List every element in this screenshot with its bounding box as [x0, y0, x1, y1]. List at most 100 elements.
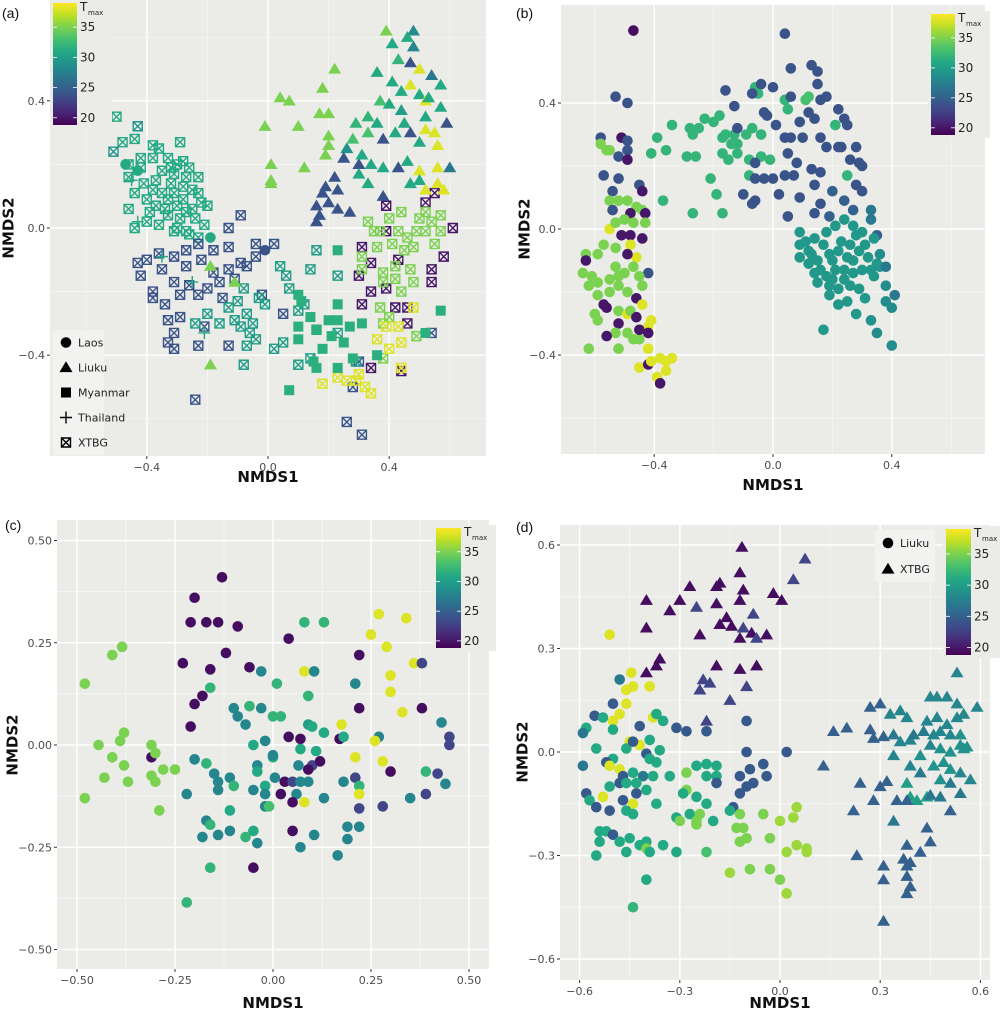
point-triangle	[313, 107, 327, 119]
point-triangle	[352, 167, 366, 179]
point-circle	[625, 239, 636, 251]
point-square	[338, 337, 349, 348]
point-triangle	[282, 94, 296, 106]
colorbar-tick-label: 35	[974, 547, 989, 561]
point-circle	[150, 776, 161, 788]
y-tick-label: 0.0	[538, 746, 556, 759]
point-boxed-x	[380, 200, 392, 211]
point-circle	[342, 833, 353, 845]
point-triangle	[937, 756, 951, 767]
point-square	[293, 289, 304, 300]
point-triangle	[746, 607, 760, 619]
point-circle	[338, 776, 349, 788]
point-circle	[732, 148, 743, 159]
point-boxed-x	[180, 260, 192, 272]
point-circle	[644, 846, 656, 858]
point-triangle	[867, 794, 881, 805]
point-triangle	[826, 725, 840, 736]
point-circle	[613, 173, 624, 184]
point-square	[420, 327, 431, 338]
point-circle	[741, 746, 752, 758]
point-boxed-x	[244, 327, 256, 339]
point-circle	[841, 296, 853, 307]
point-cross	[198, 326, 211, 339]
point-triangle	[890, 794, 904, 805]
point-triangle	[930, 711, 944, 723]
point-circle	[295, 743, 306, 755]
point-boxed-x	[214, 318, 225, 329]
point-boxed-x	[135, 270, 146, 281]
point-circle	[420, 788, 432, 800]
point-boxed-x	[311, 245, 322, 256]
point-cross	[186, 276, 199, 289]
point-triangle	[877, 859, 891, 871]
point-triangle	[736, 583, 750, 595]
colorbar-title: T	[463, 525, 472, 539]
point-circle	[336, 719, 347, 730]
point-circle	[631, 252, 642, 263]
point-boxed-x	[180, 245, 192, 256]
point-circle	[263, 801, 275, 812]
point-circle	[774, 874, 786, 885]
point-square	[317, 343, 328, 354]
point-triangle	[953, 787, 967, 799]
point-boxed-x	[380, 321, 392, 332]
point-circle	[838, 264, 850, 276]
point-triangle	[297, 161, 311, 173]
colorbar-tick-label: 30	[958, 61, 973, 75]
point-circle	[616, 230, 627, 241]
point-triangle	[412, 62, 427, 74]
panel-label: (b)	[516, 5, 533, 21]
series-xtbg	[108, 111, 459, 440]
point-circle	[781, 888, 792, 899]
point-boxed-x	[387, 238, 398, 250]
point-circle	[436, 717, 447, 728]
point-circle	[204, 682, 216, 694]
point-circle	[711, 777, 722, 789]
point-boxed-x	[174, 289, 186, 300]
point-triangle	[913, 845, 927, 857]
point-boxed-x	[147, 184, 159, 196]
point-circle	[404, 792, 416, 804]
legend-label: XTBG	[900, 563, 930, 576]
point-circle	[666, 119, 678, 131]
point-circle	[755, 129, 767, 140]
point-triangle	[228, 275, 242, 287]
point-circle	[271, 678, 283, 689]
x-tick-label: −0.4	[641, 459, 668, 472]
point-boxed-x	[180, 171, 192, 183]
point-circle	[850, 141, 862, 153]
point-boxed-x	[193, 289, 204, 300]
point-circle	[874, 248, 886, 260]
point-triangle	[760, 628, 774, 640]
legend-key-boxed-x	[60, 437, 72, 448]
point-triangle	[766, 587, 780, 598]
point-circle	[850, 230, 862, 241]
point-circle	[228, 702, 240, 714]
colorbar-gradient	[946, 529, 971, 655]
point-triangle	[900, 887, 914, 899]
point-circle	[302, 764, 314, 775]
point-circle	[684, 808, 696, 820]
point-triangle	[370, 65, 384, 77]
point-circle	[724, 867, 736, 879]
point-circle	[631, 311, 642, 323]
point-boxed-x	[135, 152, 146, 164]
point-triangle	[877, 914, 891, 926]
point-boxed-x	[447, 222, 459, 234]
x-tick-label: 0.25	[359, 974, 384, 987]
point-circle	[318, 727, 330, 739]
legend-label: Thailand	[77, 412, 125, 425]
point-boxed-x	[438, 251, 449, 262]
point-circle	[886, 340, 898, 351]
series-liuku	[203, 24, 457, 370]
point-triangle	[740, 680, 754, 692]
point-circle	[248, 825, 259, 837]
point-circle	[847, 255, 859, 266]
point-boxed-x	[159, 203, 171, 215]
point-circle	[332, 850, 343, 861]
point-boxed-x	[168, 251, 180, 262]
point-circle	[408, 657, 420, 669]
point-triangle	[867, 732, 881, 743]
point-circle	[106, 649, 118, 661]
